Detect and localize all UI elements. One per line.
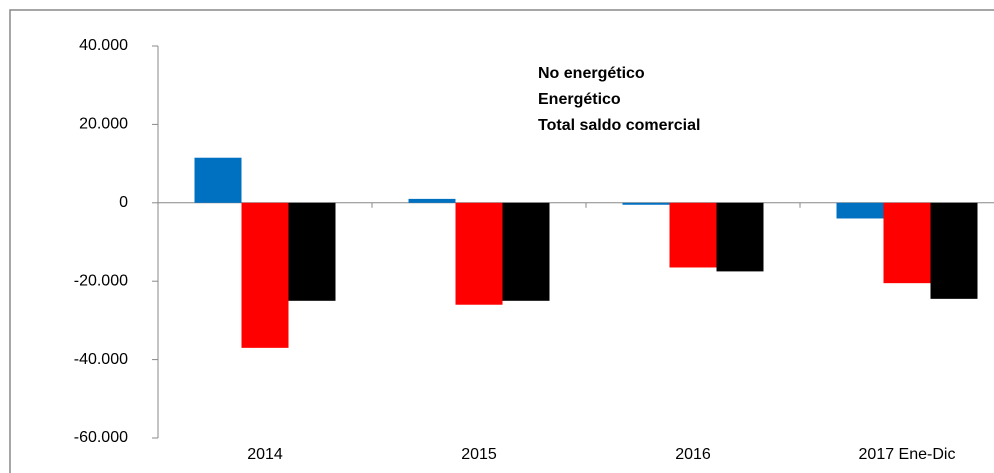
bar — [194, 157, 242, 203]
bar — [669, 202, 717, 268]
legend-label: Total saldo comercial — [538, 117, 700, 134]
bar — [930, 202, 978, 299]
bar — [502, 202, 550, 301]
bar — [408, 198, 456, 203]
bar — [288, 202, 336, 301]
bar — [622, 202, 670, 205]
y-tick-label: 0 — [119, 194, 128, 211]
x-tick-label: 2015 — [461, 446, 497, 463]
x-tick-label: 2016 — [675, 446, 711, 463]
legend-label: Energético — [538, 91, 621, 108]
chart-frame — [9, 9, 994, 473]
y-tick-label: 40.000 — [79, 37, 128, 54]
bar — [883, 202, 931, 284]
y-tick-label: -40.000 — [74, 351, 128, 368]
y-tick-label: -60.000 — [74, 429, 128, 446]
bar — [241, 202, 289, 348]
legend-label: No energético — [538, 65, 645, 82]
x-tick-label: 2014 — [247, 446, 283, 463]
x-tick-label: 2017 Ene-Dic — [859, 446, 956, 463]
bar — [716, 202, 764, 272]
y-tick-label: -20.000 — [74, 272, 128, 289]
y-tick-label: 20.000 — [79, 116, 128, 133]
bar — [455, 202, 503, 305]
bar — [836, 202, 884, 219]
